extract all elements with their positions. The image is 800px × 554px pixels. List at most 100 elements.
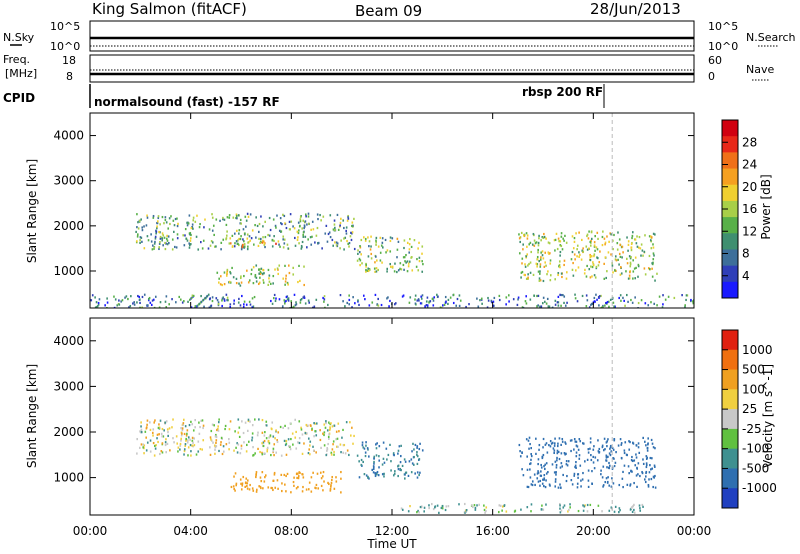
data-cell bbox=[145, 426, 148, 429]
data-cell bbox=[298, 471, 301, 474]
data-cell bbox=[332, 440, 335, 443]
data-cell bbox=[523, 273, 526, 277]
velocity-cb-label: Velocity [m s^-1] bbox=[761, 364, 775, 468]
data-cell bbox=[618, 238, 621, 241]
data-cell bbox=[346, 449, 349, 452]
data-cell bbox=[237, 214, 240, 217]
data-cell bbox=[601, 235, 604, 239]
data-cell bbox=[563, 239, 565, 242]
data-cell bbox=[174, 217, 177, 221]
data-cell bbox=[420, 295, 422, 298]
data-cell bbox=[196, 214, 198, 217]
data-cell bbox=[233, 475, 235, 478]
data-cell bbox=[267, 268, 270, 272]
data-cell bbox=[381, 463, 384, 466]
data-cell bbox=[377, 245, 380, 248]
data-cell bbox=[259, 276, 261, 279]
data-cell bbox=[262, 444, 265, 448]
data-cell bbox=[593, 296, 596, 300]
data-cell bbox=[259, 241, 261, 245]
data-cell bbox=[159, 235, 162, 239]
data-cell bbox=[263, 480, 266, 483]
data-cell bbox=[155, 230, 158, 233]
data-cell bbox=[246, 429, 249, 432]
data-cell bbox=[623, 449, 626, 452]
data-cell bbox=[649, 456, 652, 460]
data-cell bbox=[537, 251, 539, 254]
data-cell bbox=[332, 228, 335, 231]
data-cell bbox=[557, 237, 560, 240]
data-cell bbox=[558, 240, 560, 243]
data-cell bbox=[165, 306, 168, 308]
data-cell bbox=[406, 241, 409, 244]
data-cell bbox=[304, 220, 307, 223]
data-cell bbox=[138, 219, 141, 222]
data-cell bbox=[375, 267, 378, 270]
data-cell bbox=[584, 460, 586, 463]
data-cell bbox=[311, 428, 313, 432]
data-cell bbox=[177, 222, 179, 225]
data-cell bbox=[590, 255, 593, 258]
data-cell bbox=[262, 240, 265, 243]
data-cell bbox=[162, 435, 165, 438]
data-cell bbox=[641, 249, 644, 252]
data-cell bbox=[651, 442, 654, 445]
data-cell bbox=[225, 237, 228, 240]
data-cell bbox=[416, 476, 419, 479]
data-cell bbox=[377, 268, 379, 272]
data-cell bbox=[364, 237, 367, 241]
data-cell bbox=[285, 277, 287, 280]
data-cell bbox=[283, 238, 286, 241]
data-cell bbox=[307, 212, 310, 215]
data-cell bbox=[404, 460, 407, 463]
data-cell bbox=[375, 447, 378, 450]
data-cell bbox=[309, 440, 312, 443]
data-cell bbox=[627, 249, 629, 252]
data-cell bbox=[564, 452, 567, 456]
data-cell bbox=[373, 267, 376, 270]
data-cell bbox=[387, 453, 390, 457]
data-cell bbox=[243, 243, 246, 246]
data-cell bbox=[237, 239, 239, 242]
data-cell bbox=[236, 442, 238, 445]
data-cell bbox=[295, 303, 298, 306]
data-cell bbox=[169, 449, 171, 452]
data-cell bbox=[433, 296, 436, 299]
data-cell bbox=[143, 293, 146, 296]
data-cell bbox=[247, 418, 250, 421]
data-cell bbox=[221, 297, 224, 300]
data-cell bbox=[614, 255, 617, 258]
data-cell bbox=[370, 257, 373, 260]
data-cell bbox=[476, 297, 478, 300]
data-cell bbox=[375, 443, 377, 446]
data-cell bbox=[554, 478, 557, 481]
data-cell bbox=[154, 419, 156, 422]
data-cell bbox=[444, 301, 447, 304]
data-cell bbox=[458, 304, 461, 308]
data-cell bbox=[592, 455, 595, 459]
data-cell bbox=[352, 224, 354, 227]
data-cell bbox=[185, 434, 188, 437]
data-cell bbox=[517, 298, 519, 301]
data-cell bbox=[216, 299, 219, 302]
data-cell bbox=[242, 431, 245, 435]
data-cell bbox=[264, 431, 266, 434]
data-cell bbox=[166, 243, 169, 246]
data-cell bbox=[266, 450, 269, 453]
data-cell bbox=[653, 302, 656, 305]
data-cell bbox=[246, 482, 249, 485]
data-cell bbox=[290, 437, 292, 441]
data-cell bbox=[622, 251, 624, 254]
y-tick-label: 2000 bbox=[53, 219, 84, 233]
data-cell bbox=[298, 441, 301, 445]
data-cell bbox=[589, 276, 592, 279]
data-cell bbox=[549, 279, 552, 282]
data-cell bbox=[229, 272, 232, 275]
data-cell bbox=[256, 434, 259, 437]
data-cell bbox=[239, 304, 242, 307]
data-cell bbox=[303, 296, 306, 299]
data-cell bbox=[638, 451, 641, 454]
data-cell bbox=[280, 230, 283, 233]
data-cell bbox=[397, 240, 400, 243]
data-cell bbox=[189, 237, 192, 240]
